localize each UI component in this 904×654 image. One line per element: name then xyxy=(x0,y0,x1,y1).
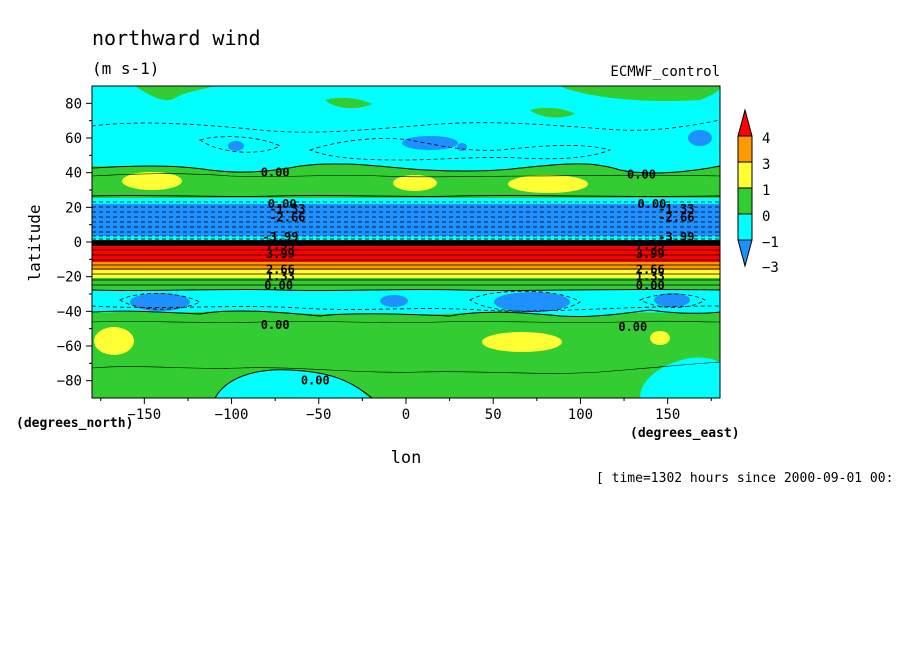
colorbar-label: 1 xyxy=(762,183,770,199)
contour-label: 0.00 xyxy=(264,278,293,292)
x-tick-label: −50 xyxy=(306,407,331,423)
chart-title: northward wind xyxy=(92,26,261,50)
x-tick-label: 100 xyxy=(568,407,593,423)
contour-label: 0.00 xyxy=(301,374,330,388)
contour-label: 2.66 xyxy=(636,263,665,277)
x-tick-label: 150 xyxy=(655,407,680,423)
y-tick-label: −20 xyxy=(57,270,82,286)
chart-units: (m s-1) xyxy=(92,59,159,78)
y-tick-label: −60 xyxy=(57,339,82,355)
x-tick-label: −100 xyxy=(215,407,249,423)
y-tick-label: 0 xyxy=(74,235,82,251)
contour-label: 1.33 xyxy=(266,270,295,284)
contour-label: 2.66 xyxy=(266,263,295,277)
x-axis-unit-label: (degrees_east) xyxy=(630,426,740,441)
contour-label: 3.99 xyxy=(266,247,295,261)
colorbar-segment xyxy=(737,187,753,215)
contour-label: 0.00 xyxy=(618,320,647,334)
y-tick-label: 80 xyxy=(65,96,82,112)
colorbar-label: 3 xyxy=(762,157,770,173)
colorbar-label: 0 xyxy=(762,209,770,225)
contour-label: 3.99 xyxy=(636,247,665,261)
y-tick-label: 20 xyxy=(65,200,82,216)
contour-label: 0.00 xyxy=(268,197,297,211)
x-tick-label: 50 xyxy=(485,407,502,423)
x-tick-label: 0 xyxy=(402,407,410,423)
contour-label: -1.33 xyxy=(269,202,305,216)
colorbar-segment xyxy=(737,213,753,241)
y-tick-label: −80 xyxy=(57,374,82,390)
contour-label: 7.99 xyxy=(266,238,295,252)
colorbar-label: −3 xyxy=(762,260,779,276)
contour-label: 0.00 xyxy=(261,166,290,180)
y-axis-label: latitude xyxy=(25,204,44,281)
contour-field: 0.00 0.000.00 0.00-1.33 -1.33-2.66 -2.66-3.9… xyxy=(92,86,720,398)
contour-label: -1.33 xyxy=(658,202,694,216)
contour-label: -2.66 xyxy=(658,211,694,225)
x-tick-label: −150 xyxy=(127,407,161,423)
colorbar-segment xyxy=(737,135,753,163)
colorbar-top-arrow xyxy=(737,108,753,137)
dataset-label: ECMWF_control xyxy=(610,64,720,80)
contour-label: 0.00 xyxy=(261,318,290,332)
time-label: [ time=1302 hours since 2000-09-01 00: xyxy=(596,471,893,486)
contour-label: -3.99 xyxy=(262,230,298,244)
contour-label: -2.66 xyxy=(269,211,305,225)
contour-label: 1.33 xyxy=(636,270,665,284)
contour-label: 7.99 xyxy=(636,238,665,252)
colorbar-label: −1 xyxy=(762,235,779,251)
colorbar-segment xyxy=(737,161,753,189)
contour-label: 0.00 xyxy=(627,167,656,181)
y-tick-label: 60 xyxy=(65,131,82,147)
contour-label: -3.99 xyxy=(658,230,694,244)
y-axis: 80 60 40 20 0 −20 −40 −60 −80 xyxy=(57,96,92,390)
colorbar: 4 3 1 0 −1 −3 xyxy=(737,108,779,276)
x-axis: −150 −100 −50 0 50 100 150 xyxy=(100,398,712,423)
contour-label: 0.00 xyxy=(638,197,667,211)
y-axis-unit-label: (degrees_north) xyxy=(16,416,133,431)
colorbar-label: 4 xyxy=(762,131,770,147)
y-tick-label: 40 xyxy=(65,166,82,182)
y-tick-label: −40 xyxy=(57,304,82,320)
contour-label: 0.00 xyxy=(636,278,665,292)
x-axis-label: lon xyxy=(391,448,422,468)
colorbar-bottom-arrow xyxy=(737,239,753,268)
